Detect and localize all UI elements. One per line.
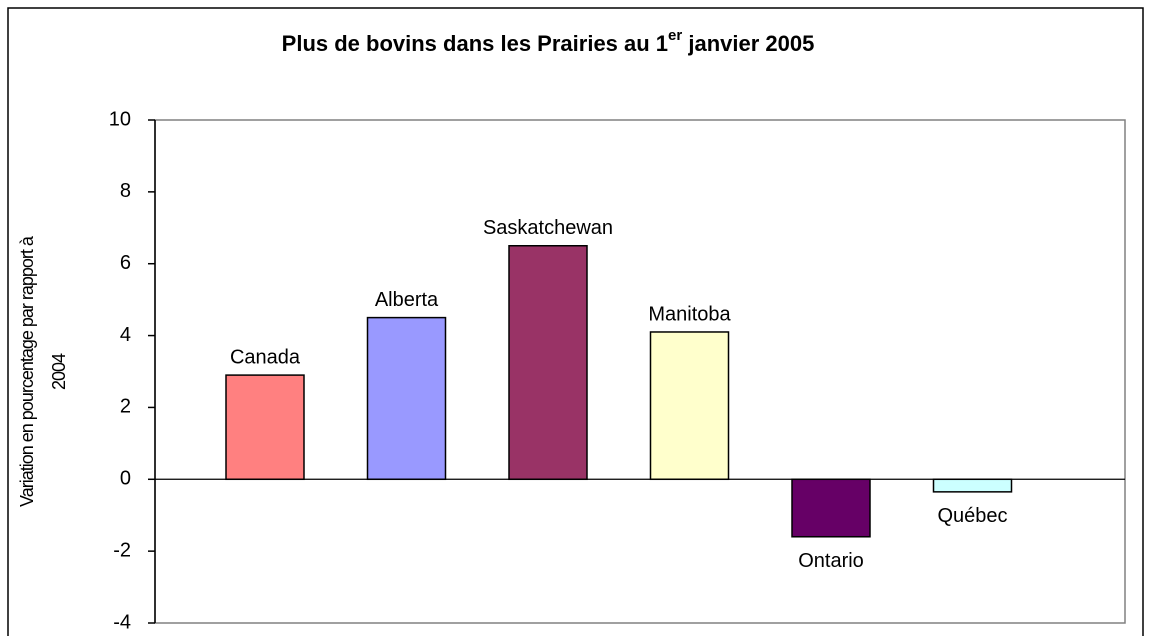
bar: [366, 316, 447, 481]
y-tick-label: 0: [120, 468, 131, 490]
data-label: Ontario: [798, 550, 864, 572]
chart-title: Plus de bovins dans les Prairies au 1er …: [282, 27, 815, 56]
y-tick-label: -2: [113, 539, 131, 561]
y-tick-label: 2: [120, 396, 131, 418]
bar: [508, 245, 588, 481]
bar: [791, 478, 871, 538]
y-tick-label: 8: [120, 180, 131, 202]
y-tick-label: 6: [120, 252, 131, 274]
y-tick-label: 10: [109, 108, 131, 130]
data-label: Québec: [937, 505, 1007, 527]
y-axis-label: 2004: [49, 353, 69, 390]
data-label: Saskatchewan: [483, 217, 613, 239]
data-label: Canada: [230, 346, 301, 368]
bar: [932, 478, 1013, 493]
data-label: Alberta: [375, 289, 439, 311]
y-axis-label: Variation en pourcentage par rapport à: [17, 235, 37, 507]
y-tick-label: -4: [113, 611, 131, 633]
bar: [225, 374, 305, 481]
y-tick-label: 4: [120, 324, 131, 346]
bar: [649, 331, 730, 481]
data-label: Manitoba: [648, 303, 731, 325]
